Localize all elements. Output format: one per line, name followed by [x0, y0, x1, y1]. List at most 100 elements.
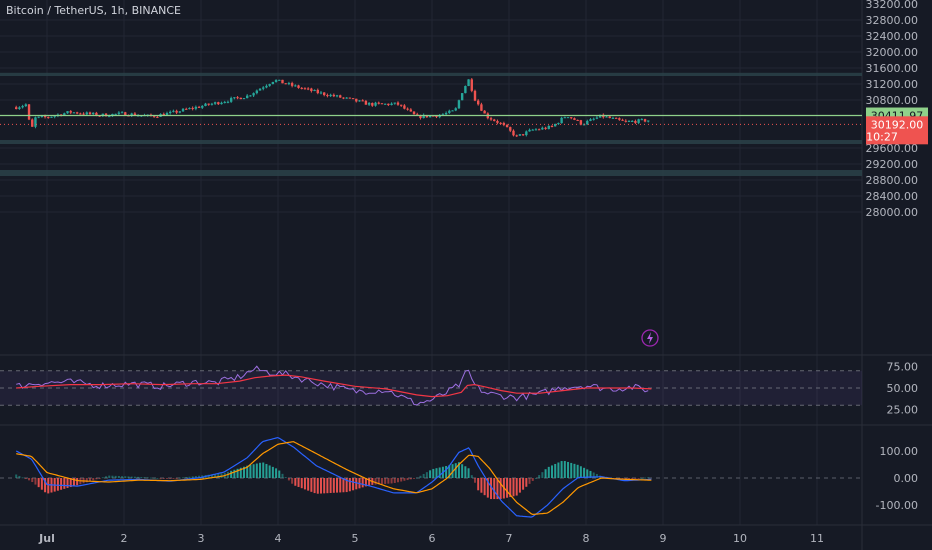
- candle-body: [130, 113, 133, 116]
- lightning-bolt-glyph: [647, 332, 653, 344]
- candle-body: [201, 105, 204, 108]
- macd-histogram-bar: [40, 478, 43, 490]
- current-price-tag: [866, 116, 928, 145]
- candle-body: [271, 81, 275, 85]
- macd-histogram-bar: [579, 466, 582, 478]
- macd-histogram-bar: [178, 477, 181, 479]
- candle-body: [631, 120, 634, 122]
- candle-body: [412, 111, 416, 115]
- candle-body: [464, 86, 467, 94]
- macd-histogram-bar: [374, 478, 377, 485]
- candle-body: [390, 103, 393, 106]
- macd-histogram-bar: [515, 478, 518, 496]
- candle-body: [480, 104, 483, 111]
- candle-body: [647, 120, 650, 122]
- lightning-bolt-icon[interactable]: [641, 329, 659, 347]
- macd-histogram-bar: [207, 474, 210, 478]
- macd-histogram-bar: [310, 478, 313, 492]
- candle-body: [515, 135, 518, 137]
- signal-line: [16, 441, 652, 516]
- macd-tick-label: -100.00: [876, 499, 918, 512]
- candle-body: [342, 97, 345, 99]
- candle-body: [345, 97, 348, 99]
- macd-histogram-bar: [470, 475, 473, 478]
- candle-body: [47, 117, 50, 119]
- macd-histogram-bar: [345, 478, 348, 493]
- candle-body: [361, 100, 364, 102]
- macd-histogram-bar: [60, 478, 63, 490]
- macd-histogram-bar: [512, 478, 515, 497]
- candle-body: [576, 119, 579, 121]
- time-tick-label: 8: [583, 532, 590, 545]
- time-tick-label: 2: [121, 532, 128, 545]
- candle-body: [493, 119, 496, 121]
- candle-body: [537, 129, 541, 131]
- time-tick-label: 6: [429, 532, 436, 545]
- macd-histogram-bar: [111, 475, 114, 478]
- macd-histogram-bar: [117, 476, 120, 478]
- macd-histogram-bar: [538, 475, 541, 478]
- candle-body: [624, 120, 627, 122]
- macd-histogram-bar: [496, 478, 499, 500]
- candle-body: [233, 97, 236, 99]
- candle-body: [63, 113, 66, 116]
- macd-tick-label: 0.00: [894, 472, 919, 485]
- macd-histogram-bar: [413, 478, 416, 479]
- candle-body: [108, 116, 111, 118]
- macd-histogram-bar: [162, 478, 165, 479]
- candle-body: [605, 116, 608, 118]
- candle-body: [367, 102, 371, 105]
- candle-body: [172, 110, 175, 112]
- candle-body: [297, 85, 300, 88]
- price-tick-label: 32400.00: [866, 30, 919, 43]
- macd-histogram-bar: [255, 463, 258, 478]
- macd-histogram-bar: [567, 461, 570, 478]
- candle-body: [281, 79, 284, 84]
- support-resistance-zones: [0, 72, 862, 176]
- candle-body: [573, 118, 576, 120]
- macd-histogram-bar: [291, 478, 294, 484]
- candle-body: [339, 95, 342, 98]
- macd-histogram-bar: [438, 467, 441, 478]
- candle-body: [592, 118, 595, 120]
- candle-body: [69, 111, 72, 113]
- candle-body: [505, 124, 509, 128]
- candle-body: [563, 117, 567, 119]
- candle-body: [82, 113, 85, 115]
- macd-histogram-bar: [44, 478, 47, 493]
- macd-histogram-bar: [557, 462, 560, 478]
- candle-body: [246, 95, 249, 99]
- macd-histogram-bar: [214, 474, 217, 478]
- macd-histogram-bar: [124, 476, 127, 478]
- macd-histogram-bar: [268, 465, 271, 478]
- candle-body: [133, 113, 137, 116]
- candle-body: [290, 83, 294, 86]
- candle-body: [197, 106, 201, 108]
- candle-body: [422, 114, 425, 119]
- price-zone: [0, 72, 862, 76]
- time-tick-label: 4: [275, 532, 282, 545]
- candle-body: [614, 117, 618, 119]
- candle-body: [489, 118, 493, 120]
- macd-histogram-bar: [185, 477, 188, 478]
- price-candles: [0, 78, 862, 137]
- candle-body: [483, 110, 486, 114]
- candle-body: [460, 93, 464, 101]
- time-tick-label: 3: [198, 532, 205, 545]
- macd-histogram-bar: [522, 478, 525, 490]
- candle-body: [377, 102, 380, 104]
- candle-body: [521, 134, 525, 136]
- candle-body: [249, 95, 252, 97]
- price-tick-label: 31600.00: [866, 62, 919, 75]
- macd-pane: [0, 436, 862, 518]
- candle-body: [348, 97, 352, 99]
- macd-histogram-bar: [149, 477, 152, 479]
- macd-histogram-bar: [21, 477, 24, 479]
- time-tick-label: 5: [352, 532, 359, 545]
- candle-body: [406, 108, 409, 110]
- candle-body: [79, 113, 82, 115]
- candle-body: [409, 109, 413, 112]
- macd-histogram-bar: [445, 466, 448, 478]
- rsi-line: [16, 365, 649, 406]
